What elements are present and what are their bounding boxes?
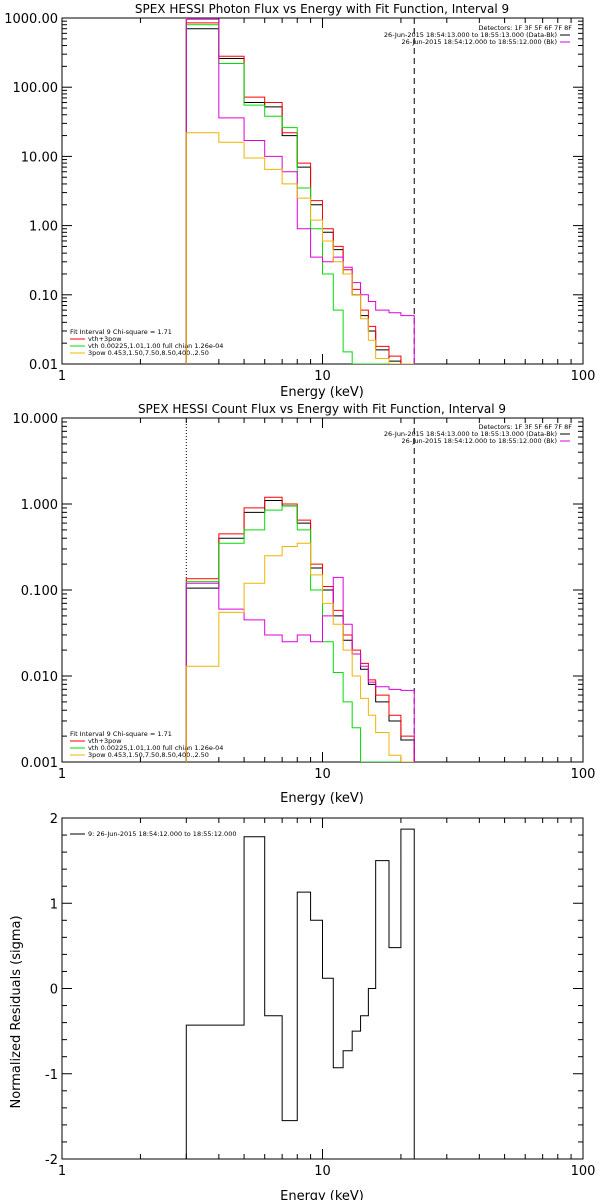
residuals-legend-text: 9: 26-Jun-2015 18:54:12.000 to 18:55:12.… [88,830,236,838]
photon-databk-line: 26-Jun-2015 18:54:13.000 to 18:55:13.000… [384,31,557,39]
count-fit-model-line: vth+3pow [88,737,122,745]
photon-bk-line: 26-Jun-2015 18:54:12.000 to 18:55:12.000… [402,38,557,46]
count-ytick-label: 10.000 [13,412,59,427]
count-ytick-label: 0.001 [21,756,58,771]
count-series-group [185,496,415,762]
photon-series-group [185,18,415,364]
photon-magenta-step-series [185,18,415,364]
photon-plot-frame [61,17,584,365]
count-ytick-label: 0.100 [21,584,58,599]
count-ytick-label: 0.010 [21,670,58,685]
count-fit-vth-line: vth 0.00225,1.01,1.00 full chian 1.26e-0… [88,744,223,752]
count-orange-step-series [185,542,415,762]
photon-flux-fit-legend: Fit Interval 9 Chi-square = 1.71 vth+3po… [70,328,223,357]
residual-ytick-label: 2 [50,812,58,827]
count-magenta-step-series [185,576,415,762]
count-red-step-series [185,496,415,762]
photon-ytick-label: 10.00 [21,150,58,165]
count-xtick-label: 1 [58,767,66,782]
count-fit-3pow-line: 3pow 0.453,1.50,7.50,8.50,400.,2.50 [88,751,209,759]
photon-flux-title: SPEX HESSI Photon Flux vs Energy with Fi… [135,2,509,16]
photon-flux-panel: SPEX HESSI Photon Flux vs Energy with Fi… [4,2,595,400]
count-flux-fit-legend: Fit Interval 9 Chi-square = 1.71 vth+3po… [70,730,223,759]
residuals-xlabel: Energy (keV) [280,1189,364,1200]
photon-ytick-label: 100.00 [13,81,59,96]
photon-ytick-label: 1000.00 [4,12,58,27]
count-bk-line: 26-Jun-2015 18:54:12.000 to 18:55:12.000… [402,437,557,445]
count-flux-xlabel: Energy (keV) [280,791,364,806]
photon-ytick-label: 0.10 [29,289,58,304]
residuals-ylabel: Normalized Residuals (sigma) [9,915,24,1108]
photon-xtick-label: 1 [58,369,66,384]
residual-series-group [185,828,415,1159]
count-xtick-label: 10 [314,767,331,782]
count-flux-title: SPEX HESSI Count Flux vs Energy with Fit… [138,402,506,416]
photon-flux-detector-info: Detectors: 1F 3F 5F 6F 7F 8F 26-Jun-2015… [384,24,572,46]
photon-xtick-label: 10 [314,369,331,384]
photon-orange-step-series [185,132,415,364]
count-detectors-line: Detectors: 1F 3F 5F 6F 7F 8F [478,423,572,431]
count-flux-detector-info: Detectors: 1F 3F 5F 6F 7F 8F 26-Jun-2015… [384,423,572,445]
count-green-step-series [185,505,415,762]
photon-black-step-series [185,28,415,364]
residual-xtick-label: 10 [314,1164,331,1179]
photon-fit-model-line: vth+3pow [88,335,122,343]
residuals-panel: Energy (keV) Normalized Residuals (sigma… [9,812,595,1200]
photon-red-step-series [185,22,415,364]
residual-xtick-label: 1 [58,1164,66,1179]
residual-ytick-label: -1 [45,1068,58,1083]
photon-green-step-series [185,24,415,364]
photon-fit-vth-line: vth 0.00225,1.01,1.00 full chian 1.26e-0… [88,342,223,350]
residual-black-step-series [185,828,415,1159]
photon-fit-3pow-line: 3pow 0.453,1.50,7.50,8.50,400.,2.50 [88,349,209,357]
count-black-step-series [185,499,415,762]
residual-plot-frame [61,817,584,1160]
photon-xtick-label: 100 [571,369,596,384]
residual-ytick-label: -2 [45,1153,58,1168]
residual-xtick-label: 100 [571,1164,596,1179]
count-databk-line: 26-Jun-2015 18:54:13.000 to 18:55:13.000… [384,430,557,438]
photon-ytick-label: 0.01 [29,358,58,373]
photon-fit-chi-line: Fit Interval 9 Chi-square = 1.71 [70,328,172,336]
residual-ytick-label: 0 [50,983,58,998]
count-xtick-label: 100 [571,767,596,782]
photon-flux-xlabel: Energy (keV) [280,385,364,400]
photon-detectors-line: Detectors: 1F 3F 5F 6F 7F 8F [478,24,572,32]
count-ytick-label: 1.000 [21,498,58,513]
photon-ytick-label: 1.00 [29,220,58,235]
count-flux-panel: SPEX HESSI Count Flux vs Energy with Fit… [13,402,596,806]
count-fit-chi-line: Fit Interval 9 Chi-square = 1.71 [70,730,172,738]
residual-ytick-label: 1 [50,897,58,912]
